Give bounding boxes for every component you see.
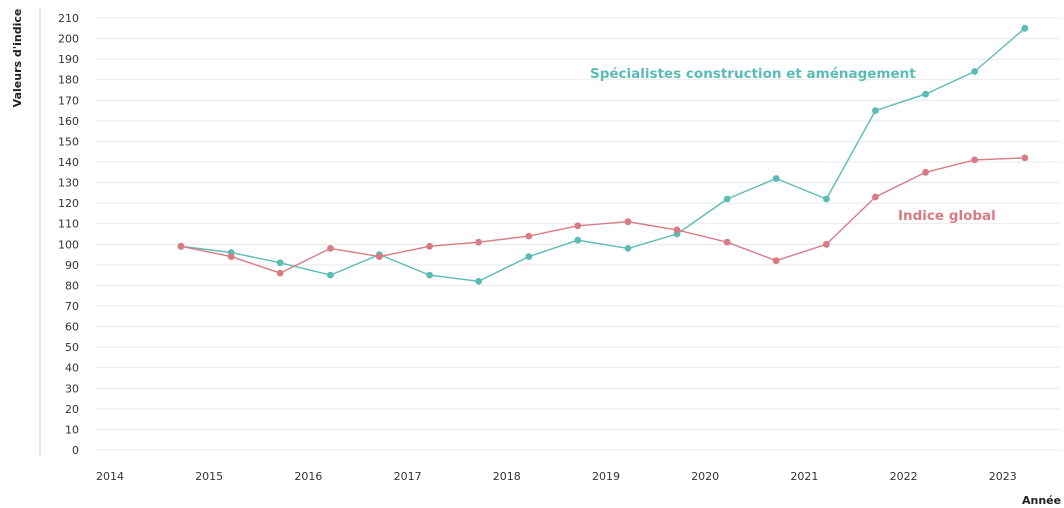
y-tick-label: 190 [58,53,79,66]
series-label-specialistes: Spécialistes construction et aménagement [590,66,916,82]
y-tick-label: 160 [58,115,79,128]
x-tick-label: 2021 [790,470,818,483]
data-point [574,236,582,244]
data-point [723,195,731,203]
data-point [376,253,383,260]
y-axis-ticks: 0 10 20 30 40 50 60 70 80 90 100 110 120 130 140 150 160… [58,12,79,457]
x-tick-label: 2020 [691,470,719,483]
data-point [177,242,185,250]
y-tick-label: 60 [65,321,79,334]
series-line-0 [180,27,1026,282]
y-tick-label: 140 [58,156,79,169]
data-point [922,90,929,98]
data-point [475,238,482,246]
x-tick-label: 2018 [493,470,521,483]
y-tick-label: 10 [65,423,79,436]
data-point [1021,154,1029,162]
data-point [922,168,929,176]
data-point [475,277,482,285]
data-point [772,175,780,182]
y-axis-title: Valeurs d'indice [11,9,24,108]
series-layer [177,24,1029,285]
data-point [426,242,433,250]
y-tick-label: 50 [65,341,79,354]
y-tick-label: 150 [58,135,79,148]
x-axis-title: Année [1022,494,1061,507]
data-point [1021,24,1029,32]
y-tick-label: 180 [58,74,79,87]
y-tick-label: 0 [72,444,79,457]
data-point [327,245,334,252]
data-point [772,257,780,265]
x-tick-label: 2014 [96,470,124,483]
data-point [971,156,978,164]
data-point [971,68,978,75]
y-tick-label: 210 [58,12,79,25]
data-point [624,218,632,226]
y-tick-label: 90 [65,259,79,272]
x-tick-label: 2019 [592,470,620,483]
y-tick-label: 100 [58,238,79,251]
data-point [673,226,681,234]
y-tick-label: 20 [65,403,79,416]
x-tick-label: 2023 [989,470,1017,483]
y-tick-label: 130 [58,177,79,190]
gridlines [95,17,1060,451]
y-tick-label: 80 [65,279,79,292]
data-point [823,240,830,248]
x-tick-label: 2017 [394,470,422,483]
x-tick-label: 2022 [890,470,918,483]
data-point [872,193,879,201]
x-tick-label: 2015 [195,470,223,483]
data-point [276,269,284,277]
y-tick-label: 170 [58,94,79,107]
y-tick-label: 120 [58,197,79,210]
y-tick-label: 110 [58,218,79,231]
data-point [574,222,582,230]
y-tick-label: 200 [58,33,79,46]
data-point [525,253,533,260]
series-label-indice-global: Indice global [898,208,996,224]
y-tick-label: 40 [65,362,79,375]
data-point [525,232,533,240]
data-point [624,245,632,252]
data-point [327,271,334,279]
data-point [823,195,830,203]
x-axis-ticks: 2014 2015 2016 2017 2018 2019 2020 2021 2022 2023 [96,470,1017,483]
x-tick-label: 2016 [294,470,322,483]
data-point [872,107,879,114]
series-line-1 [180,157,1025,274]
data-point [276,259,284,267]
data-point [426,271,433,279]
data-point [723,238,731,246]
data-point [227,253,235,260]
y-tick-label: 30 [65,382,79,395]
y-tick-label: 70 [65,300,79,313]
